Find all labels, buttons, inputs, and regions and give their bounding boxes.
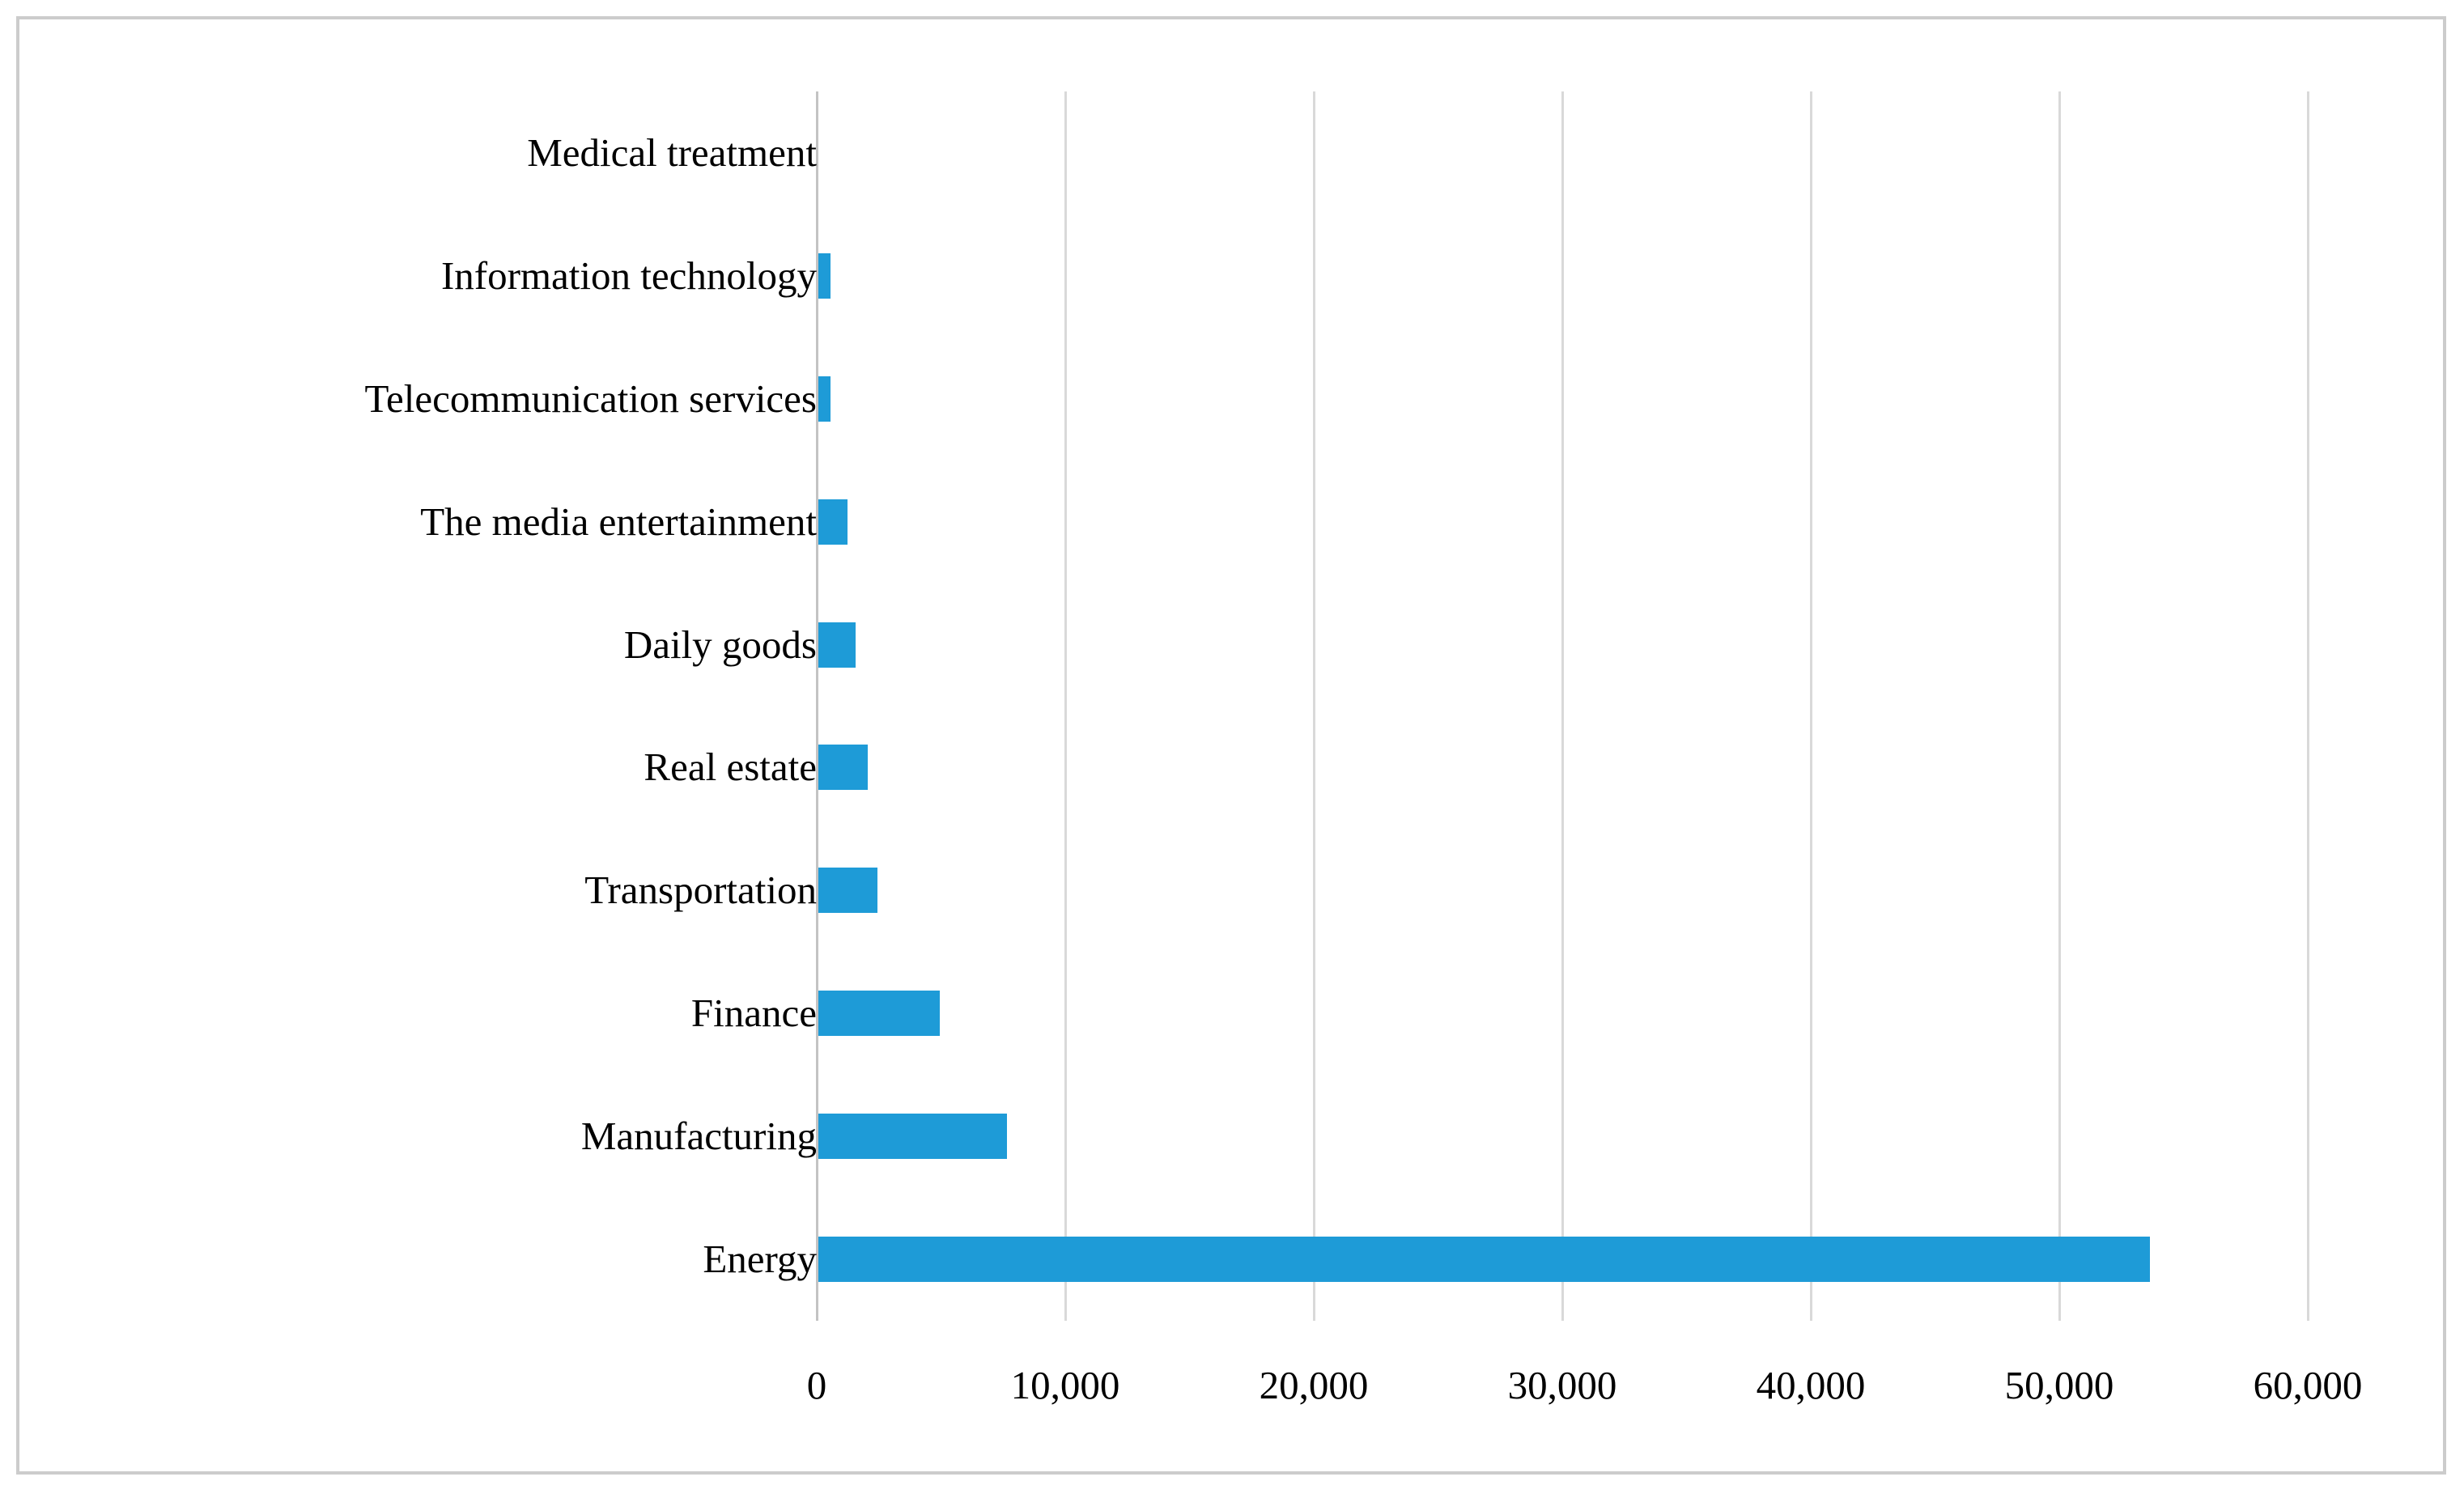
bar-manufacturing [818,1114,1007,1160]
bar-the-media-entertainment [818,499,848,545]
bar-information-technology [818,252,831,299]
bar-daily-goods [818,622,856,668]
x-tick-label-10000: 10,000 [1010,1363,1120,1407]
category-label-information-technology: Information technology [440,252,817,298]
bar-telecommunication-services [818,376,831,422]
x-tick-label-20000: 20,000 [1259,1363,1369,1407]
category-label-transportation: Transportation [584,868,817,913]
category-label-daily-goods: Daily goods [623,622,817,667]
bar-real-estate [818,745,868,791]
bar-energy [818,1237,2151,1283]
gridline-30,000 [1561,91,1564,1321]
category-label-medical-treatment: Medical treatment [527,129,817,175]
x-tick-label-0: 0 [806,1363,827,1407]
gridline-60,000 [2306,91,2309,1321]
x-tick-label-50000: 50,000 [2004,1363,2114,1407]
x-tick-label-40000: 40,000 [1756,1363,1866,1407]
chart-frame: Medical treatment Information technology T… [16,16,2446,1475]
category-label-the-media-entertainment: The media entertainment [420,499,817,544]
category-label-real-estate: Real estate [644,745,817,790]
gridline-20,000 [1312,91,1315,1321]
category-label-telecommunication-services: Telecommunication services [364,376,818,421]
gridline-10,000 [1064,91,1067,1321]
x-tick-label-30000: 30,000 [1507,1363,1617,1407]
category-label-finance: Finance [690,991,817,1036]
gridline-40,000 [1809,91,1812,1321]
category-label-manufacturing: Manufacturing [580,1114,817,1159]
gridline-50,000 [2058,91,2061,1321]
value-axis-zero-line [815,91,818,1321]
x-tick-label-60000: 60,000 [2253,1363,2363,1407]
bar-finance [818,991,940,1037]
category-label-energy: Energy [703,1237,817,1282]
bar-transportation [818,868,878,914]
